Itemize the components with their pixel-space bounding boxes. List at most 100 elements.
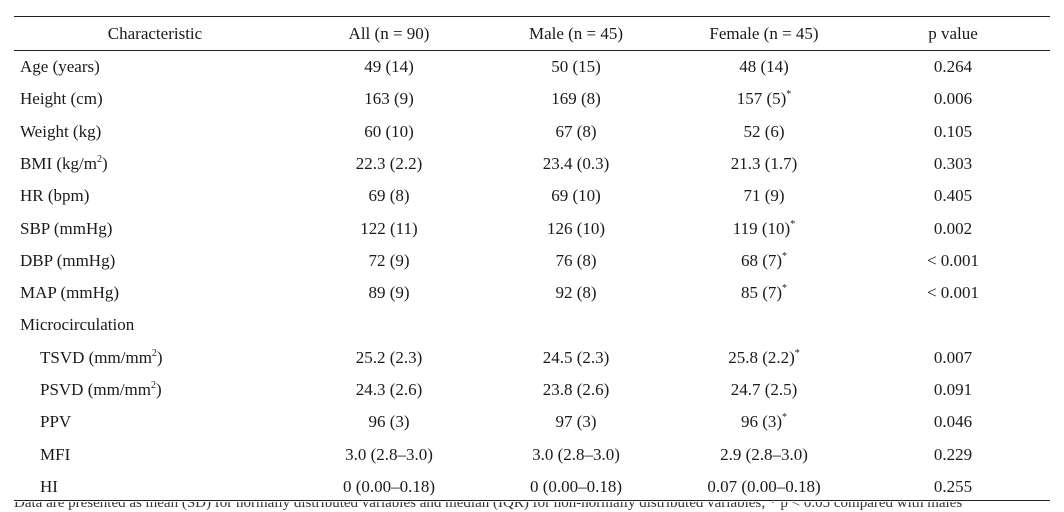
cell-p-value: 0.255 bbox=[934, 471, 972, 503]
cell-male-value: 50 (15) bbox=[551, 57, 601, 76]
row-label: TSVD (mm/mm2) bbox=[40, 342, 163, 374]
cell-p-value-value: 0.006 bbox=[933, 89, 973, 109]
cell-all-value: 69 (8) bbox=[368, 186, 410, 206]
cell-male: 23.4 (0.3) bbox=[543, 148, 610, 180]
cell-all-value: 25.2 (2.3) bbox=[355, 347, 423, 367]
cell-female-value: 119 (10) bbox=[732, 218, 791, 238]
row-label-text: BMI (kg/m bbox=[20, 153, 97, 173]
cell-male: 76 (8) bbox=[555, 245, 596, 277]
table-top-rule bbox=[14, 16, 1050, 17]
cell-all-value: 0 (0.00–0.18) bbox=[342, 476, 436, 496]
cell-female-value: 52 (6) bbox=[743, 121, 785, 141]
cell-p-value-value: 0.229 bbox=[933, 444, 973, 464]
table-footnote: Data are presented as mean (SD) for norm… bbox=[14, 502, 1050, 512]
cell-all: 24.3 (2.6) bbox=[356, 374, 423, 406]
table-row: BMI (kg/m2) 22.3 (2.2) 23.4 (0.3) 21.3 (1.7… bbox=[0, 148, 1064, 180]
row-label-text: MAP (mmHg) bbox=[20, 283, 120, 303]
cell-p-value: < 0.001 bbox=[927, 277, 979, 309]
cell-all-value: 24.3 (2.6) bbox=[355, 380, 423, 399]
row-label-text: HR (bpm) bbox=[20, 186, 90, 206]
footnote-text: Data are presented as mean (SD) for norm… bbox=[14, 502, 963, 511]
row-label-tail: ) bbox=[156, 380, 162, 399]
significance-marker: * bbox=[782, 412, 788, 424]
cell-all: 0 (0.00–0.18) bbox=[343, 471, 435, 503]
row-label-text: Microcirculation bbox=[20, 315, 135, 335]
header-male: Male (n = 45) bbox=[528, 24, 624, 43]
cell-p-value-value: < 0.001 bbox=[926, 283, 980, 303]
cell-female: 52 (6) bbox=[743, 116, 784, 148]
table-row: PSVD (mm/mm2) 24.3 (2.6) 23.8 (2.6) 24.7 (2… bbox=[0, 374, 1064, 406]
row-label-tail: ) bbox=[101, 153, 108, 173]
cell-male: 24.5 (2.3) bbox=[543, 342, 610, 374]
row-label: HI bbox=[40, 471, 58, 503]
row-label: HR (bpm) bbox=[20, 180, 89, 212]
table-row: HI 0 (0.00–0.18) 0 (0.00–0.18) 0.07 (0.00–0… bbox=[0, 471, 1064, 503]
row-label: Microcirculation bbox=[20, 309, 134, 341]
row-label: DBP (mmHg) bbox=[20, 245, 115, 277]
cell-male-value: 126 (10) bbox=[546, 218, 606, 238]
cell-female-value: 48 (14) bbox=[739, 57, 789, 76]
unit-superscript: 2 bbox=[96, 153, 102, 165]
cell-all: 69 (8) bbox=[368, 180, 409, 212]
cell-all-value: 3.0 (2.8–3.0) bbox=[345, 444, 433, 464]
cell-male: 97 (3) bbox=[555, 406, 596, 438]
unit-superscript: 2 bbox=[151, 347, 157, 359]
cell-female-value: 96 (3) bbox=[740, 412, 783, 432]
cell-all: 163 (9) bbox=[364, 83, 414, 115]
cell-male-value: 3.0 (2.8–3.0) bbox=[532, 444, 620, 464]
table-header-row: Characteristic All (n = 90) Male (n = 45… bbox=[0, 17, 1064, 49]
table-row: MFI 3.0 (2.8–3.0) 3.0 (2.8–3.0) 2.9 (2.8–3.… bbox=[0, 439, 1064, 471]
cell-male-value: 69 (10) bbox=[551, 186, 601, 206]
cell-male: 169 (8) bbox=[551, 83, 601, 115]
cell-male-value: 23.4 (0.3) bbox=[542, 153, 610, 173]
cell-male: 50 (15) bbox=[551, 51, 601, 83]
cell-male-value: 92 (8) bbox=[555, 283, 597, 303]
table-row: Weight (kg) 60 (10) 67 (8) 52 (6) 0.105 bbox=[0, 116, 1064, 148]
cell-female: 0.07 (0.00–0.18) bbox=[707, 471, 820, 503]
table-row: Height (cm) 163 (9) 169 (8) 157 (5)* 0.006 bbox=[0, 83, 1064, 115]
cell-male-value: 169 (8) bbox=[551, 89, 601, 109]
cell-p-value: 0.229 bbox=[934, 439, 972, 471]
cell-female-value: 71 (9) bbox=[743, 186, 785, 206]
row-label-text: SBP (mmHg) bbox=[20, 218, 113, 238]
row-label: MFI bbox=[40, 439, 70, 471]
row-label: MAP (mmHg) bbox=[20, 277, 119, 309]
row-label-text: TSVD (mm/mm bbox=[40, 347, 152, 367]
header-all: All (n = 90) bbox=[348, 24, 430, 43]
cell-male-value: 76 (8) bbox=[555, 250, 597, 270]
cell-p-value: 0.105 bbox=[934, 116, 972, 148]
row-label: Age (years) bbox=[20, 51, 100, 83]
cell-male: 92 (8) bbox=[555, 277, 596, 309]
cell-all-value: 163 (9) bbox=[364, 89, 414, 109]
cell-p-value-value: 0.405 bbox=[933, 186, 973, 206]
header-characteristic: Characteristic bbox=[107, 24, 203, 43]
row-label: Weight (kg) bbox=[20, 116, 101, 148]
significance-marker: * bbox=[786, 89, 792, 101]
cell-p-value: 0.007 bbox=[934, 342, 972, 374]
cell-female: 24.7 (2.5) bbox=[731, 374, 798, 406]
cell-male-value: 67 (8) bbox=[555, 121, 597, 141]
cell-female: 119 (10)* bbox=[733, 213, 795, 245]
cell-p-value-value: 0.255 bbox=[933, 476, 973, 496]
cell-female: 48 (14) bbox=[739, 51, 789, 83]
cell-all-value: 60 (10) bbox=[364, 121, 414, 141]
cell-p-value-value: < 0.001 bbox=[926, 250, 980, 270]
cell-p-value: 0.264 bbox=[934, 51, 972, 83]
row-label-text: Weight (kg) bbox=[20, 121, 102, 141]
cell-all: 96 (3) bbox=[368, 406, 409, 438]
table-row: TSVD (mm/mm2) 25.2 (2.3) 24.5 (2.3) 25.8 (2… bbox=[0, 342, 1064, 374]
header-female: Female (n = 45) bbox=[709, 24, 819, 43]
cell-female-value: 25.8 (2.2) bbox=[728, 347, 795, 367]
row-label-tail: ) bbox=[156, 347, 163, 367]
table-header-rule bbox=[14, 50, 1050, 51]
significance-marker: * bbox=[794, 347, 800, 359]
cell-male: 23.8 (2.6) bbox=[543, 374, 610, 406]
cell-p-value-value: 0.046 bbox=[933, 412, 973, 432]
cell-female: 157 (5)* bbox=[737, 83, 792, 115]
cell-p-value: 0.046 bbox=[934, 406, 972, 438]
cell-p-value: 0.405 bbox=[934, 180, 972, 212]
cell-male: 126 (10) bbox=[547, 213, 605, 245]
cell-female-value: 2.9 (2.8–3.0) bbox=[720, 444, 808, 464]
significance-marker: * bbox=[782, 250, 788, 262]
cell-all: 49 (14) bbox=[364, 51, 414, 83]
